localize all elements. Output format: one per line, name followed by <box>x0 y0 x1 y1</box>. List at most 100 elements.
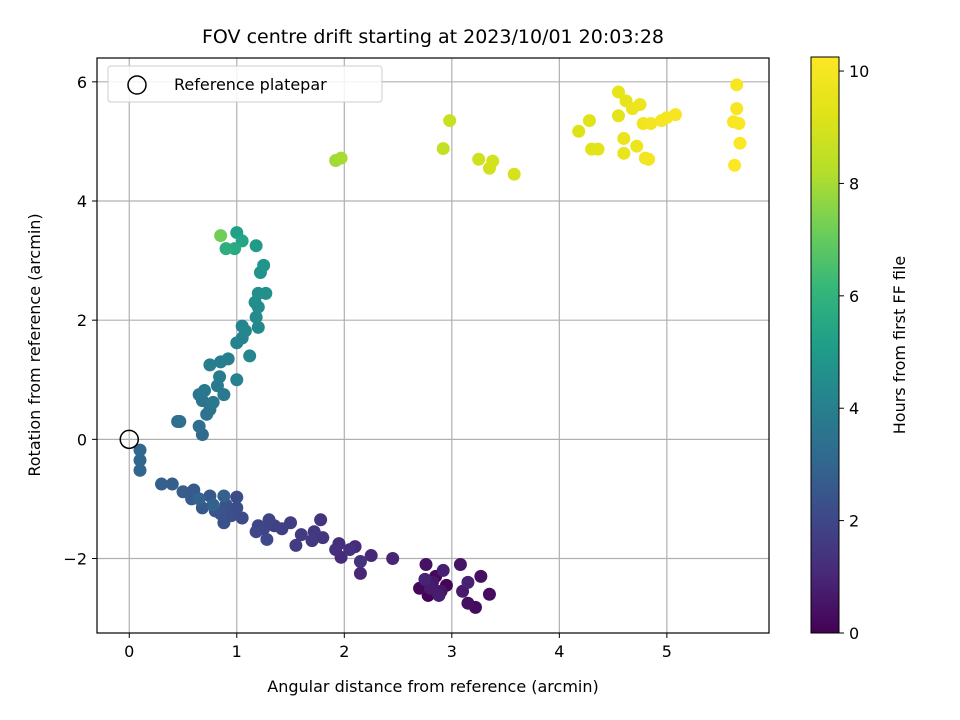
data-point <box>213 370 227 384</box>
plot-frame <box>96 57 770 634</box>
data-points <box>133 78 747 614</box>
data-point <box>617 146 631 160</box>
data-point <box>611 85 625 99</box>
data-point <box>251 320 265 334</box>
data-point <box>249 239 263 253</box>
x-tick-label: 2 <box>339 642 349 661</box>
data-point <box>482 587 496 601</box>
data-point <box>230 373 244 387</box>
data-point <box>728 158 742 172</box>
data-point <box>217 489 231 503</box>
data-point <box>443 114 457 128</box>
data-point <box>353 566 367 580</box>
data-point <box>165 477 179 491</box>
data-point <box>289 538 303 552</box>
data-point <box>472 152 486 166</box>
data-point <box>732 117 746 131</box>
legend-label: Reference platepar <box>174 75 327 94</box>
data-point <box>343 543 357 557</box>
data-point <box>219 242 233 256</box>
data-point <box>617 131 631 145</box>
data-point <box>192 419 206 433</box>
data-point <box>591 142 605 156</box>
data-point <box>733 136 747 150</box>
data-point <box>418 572 432 586</box>
data-point <box>203 358 217 372</box>
data-point <box>230 490 244 504</box>
colorbar-tick-label: 10 <box>849 62 869 81</box>
data-point <box>668 108 682 122</box>
x-axis-ticks: 0 1 2 3 4 5 <box>124 633 672 661</box>
data-point <box>221 352 235 366</box>
data-point <box>386 552 400 566</box>
data-point <box>217 388 231 402</box>
data-point <box>192 492 206 506</box>
colorbar-tick-label: 2 <box>849 512 859 531</box>
data-point <box>133 463 147 477</box>
data-point <box>572 124 586 138</box>
x-tick-label: 5 <box>662 642 672 661</box>
data-point <box>249 525 263 539</box>
data-point <box>630 139 644 153</box>
data-point <box>461 596 475 610</box>
data-point <box>334 151 348 165</box>
data-point <box>474 569 488 583</box>
data-point <box>155 477 169 491</box>
data-point <box>314 513 328 527</box>
data-point <box>249 310 263 324</box>
data-point <box>436 563 450 577</box>
data-point <box>486 154 500 168</box>
data-point <box>259 286 273 300</box>
y-tick-label: 2 <box>77 311 87 330</box>
x-tick-label: 0 <box>124 642 134 661</box>
data-point <box>329 543 343 557</box>
y-axis-ticks: −2 0 2 4 6 <box>63 73 97 569</box>
y-tick-label: 0 <box>77 430 87 449</box>
colorbar-tick-label: 4 <box>849 399 859 418</box>
data-point <box>206 395 220 409</box>
data-point <box>353 554 367 568</box>
x-axis-label: Angular distance from reference (arcmin) <box>267 677 598 696</box>
x-tick-label: 1 <box>232 642 242 661</box>
data-point <box>214 229 228 243</box>
data-point <box>173 414 187 428</box>
data-point <box>243 349 257 363</box>
data-point <box>198 383 212 397</box>
data-point <box>432 588 446 602</box>
data-point <box>644 117 658 131</box>
x-tick-label: 4 <box>554 642 564 661</box>
data-point <box>453 557 467 571</box>
y-axis-label: Rotation from reference (arcmin) <box>25 213 44 476</box>
data-point <box>260 532 274 546</box>
colorbar-ticks: 0 2 4 6 8 10 <box>839 62 869 643</box>
data-point <box>461 575 475 589</box>
colorbar-tick-label: 8 <box>849 174 859 193</box>
data-point <box>206 498 220 512</box>
colorbar <box>810 56 840 634</box>
colorbar-tick-label: 6 <box>849 287 859 306</box>
data-point <box>133 443 147 457</box>
data-point <box>294 528 308 542</box>
legend-marker <box>127 75 147 95</box>
data-point <box>436 142 450 156</box>
colorbar-label: Hours from first FF file <box>890 256 909 435</box>
x-tick-label: 3 <box>447 642 457 661</box>
data-point <box>364 549 378 563</box>
chart-title: FOV centre drift starting at 2023/10/01 … <box>202 26 664 48</box>
data-point <box>730 78 744 92</box>
y-tick-label: 4 <box>77 192 87 211</box>
data-point <box>642 152 656 166</box>
data-point <box>305 534 319 548</box>
data-point <box>235 511 249 525</box>
legend: Reference platepar <box>107 65 383 103</box>
data-point <box>730 102 744 116</box>
data-point <box>633 97 647 111</box>
data-point <box>419 557 433 571</box>
data-point <box>582 114 596 128</box>
colorbar-tick-label: 0 <box>849 624 859 643</box>
grid-lines <box>97 58 769 633</box>
data-point <box>176 485 190 499</box>
y-tick-label: 6 <box>77 73 87 92</box>
data-point <box>257 258 271 272</box>
